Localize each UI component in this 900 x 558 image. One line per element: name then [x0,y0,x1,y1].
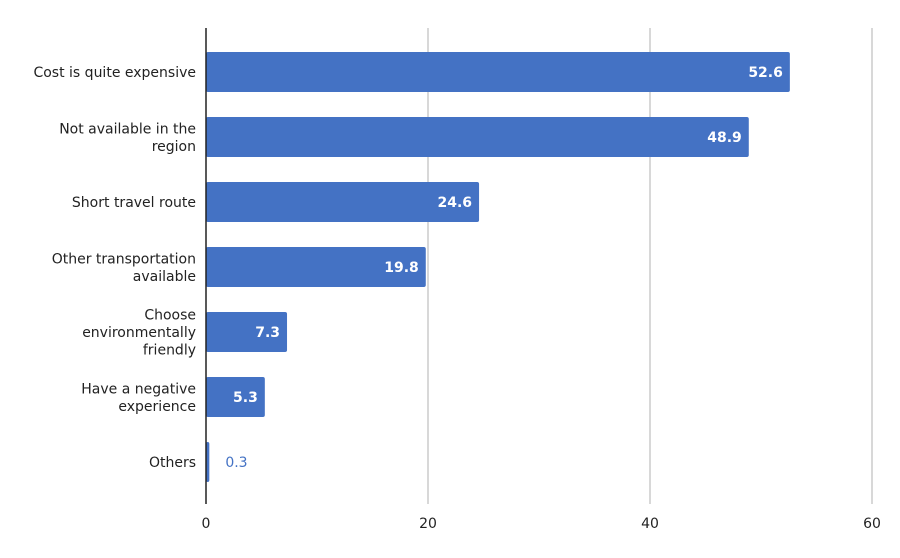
x-axis-ticks: 0 20 40 60 [202,516,881,532]
x-tick-label: 0 [202,516,211,532]
category-labels: Cost is quite expensive Not available in … [33,65,196,471]
bar-value-label: 19.8 [384,260,419,276]
category-label: Cost is quite expensive [33,65,196,81]
bar-value-label: 5.3 [233,390,258,406]
bar [206,182,480,222]
bar-value-label: 48.9 [707,130,742,146]
category-label: Choose environmentally friendly [82,308,196,359]
bar-value-label: 0.3 [225,455,247,471]
x-tick-label: 20 [419,516,437,532]
bars: 52.6 48.9 24.6 19.8 7.3 5.3 0.3 [206,52,790,482]
bar-value-label: 52.6 [748,65,783,81]
bar [206,52,790,92]
bar [206,312,288,352]
x-tick-label: 40 [641,516,659,532]
category-label: Short travel route [72,195,196,211]
bar-value-label: 24.6 [438,195,473,211]
category-label: Have a negative experience [81,381,196,415]
gridlines [427,28,873,504]
category-label: Other transportation available [52,251,196,285]
bar [206,117,749,157]
category-label: Not available in the region [59,121,196,155]
bar-value-label: 7.3 [255,325,280,341]
category-label: Others [149,455,196,471]
bar [206,377,265,417]
x-tick-label: 60 [863,516,881,532]
bar [206,442,210,482]
bar [206,247,426,287]
